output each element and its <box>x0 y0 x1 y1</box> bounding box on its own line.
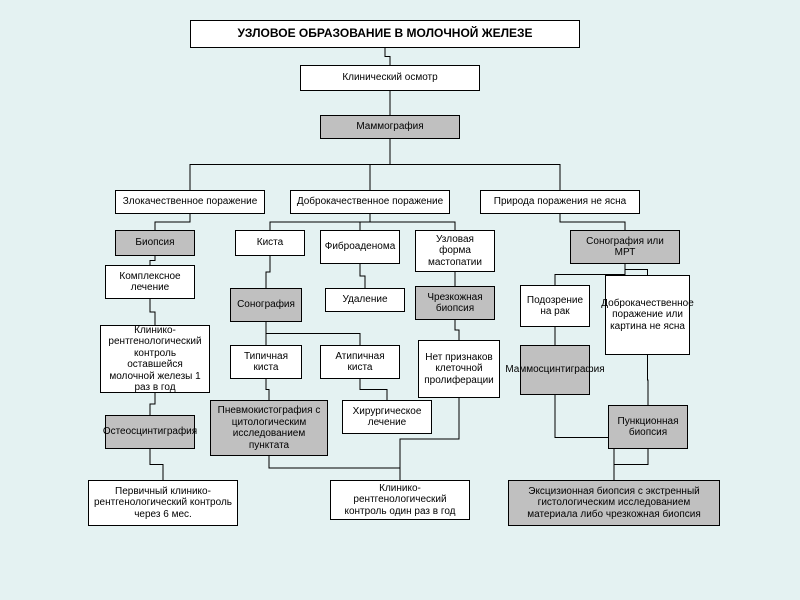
edge-atypcyst-surgery <box>360 379 387 400</box>
node-complex: Комплексное лечение <box>105 265 195 299</box>
node-benignorunc: Доброкачественное поражение или картина … <box>605 275 690 355</box>
edge-percut-noprolif <box>455 320 459 340</box>
edge-mammography-benign <box>370 139 390 190</box>
edge-title-clinical <box>385 48 390 65</box>
node-punction: Пункционная биопсия <box>608 405 688 449</box>
edge-mammoscint-excision <box>555 395 614 480</box>
edge-sonomrt-benignorunc <box>625 264 648 275</box>
node-atypcyst: Атипичная киста <box>320 345 400 379</box>
edge-benignorunc-punction <box>648 355 649 405</box>
edge-pneumo-annualctrl <box>269 456 400 480</box>
node-mammoscint: Маммосцинтиграфия <box>520 345 590 395</box>
edge-typcyst-pneumo <box>266 379 269 400</box>
edge-benign-cyst <box>270 214 370 230</box>
node-unclear: Природа поражения не ясна <box>480 190 640 214</box>
node-title: УЗЛОВОЕ ОБРАЗОВАНИЕ В МОЛОЧНОЙ ЖЕЛЕЗЕ <box>190 20 580 48</box>
edge-punction-excision <box>614 449 648 480</box>
edge-mammography-unclear <box>390 139 560 190</box>
node-surgery: Хирургическое лечение <box>342 400 432 434</box>
node-annualctrl: Клинико-рентгенологический контроль один… <box>330 480 470 520</box>
node-mammography: Маммография <box>320 115 460 139</box>
node-percut: Чрезкожная биопсия <box>415 286 495 320</box>
edge-osteoscint-primary6mo <box>150 449 163 480</box>
node-sono: Сонография <box>230 288 302 322</box>
node-removal: Удаление <box>325 288 405 312</box>
node-benign: Доброкачественное поражение <box>290 190 450 214</box>
edge-control1yr-osteoscint <box>150 393 155 415</box>
node-excision: Эксцизионная биопсия с экстренный гистол… <box>508 480 720 526</box>
node-pneumo: Пневмокистография с цитологическим иссле… <box>210 400 328 456</box>
edge-benign-nodular <box>370 214 455 230</box>
node-biopsy: Биопсия <box>115 230 195 256</box>
edge-cyst-sono <box>266 256 270 288</box>
node-clinical: Клинический осмотр <box>300 65 480 91</box>
edge-fibro-removal <box>360 264 365 288</box>
node-osteoscint: Остеосцинтиграфия <box>105 415 195 449</box>
edge-malignant-biopsy <box>155 214 190 230</box>
edge-mammography-malignant <box>190 139 390 190</box>
node-nodular: Узловая форма мастопатии <box>415 230 495 272</box>
node-malignant: Злокачественное поражение <box>115 190 265 214</box>
node-typcyst: Типичная киста <box>230 345 302 379</box>
node-sonomrt: Сонография или МРТ <box>570 230 680 264</box>
node-control1yr: Клинико-рентгенологический контроль оста… <box>100 325 210 393</box>
node-noprolif: Нет признаков клеточной пролиферации <box>418 340 500 398</box>
node-fibro: Фиброаденома <box>320 230 400 264</box>
edge-biopsy-complex <box>150 256 155 265</box>
edge-unclear-sonomrt <box>560 214 625 230</box>
node-suspicion: Подозрение на рак <box>520 285 590 327</box>
node-primary6mo: Первичный клинико-рентгенологический кон… <box>88 480 238 526</box>
edge-benign-fibro <box>360 214 370 230</box>
node-cyst: Киста <box>235 230 305 256</box>
edge-complex-control1yr <box>150 299 155 325</box>
edge-sono-atypcyst <box>266 322 360 345</box>
